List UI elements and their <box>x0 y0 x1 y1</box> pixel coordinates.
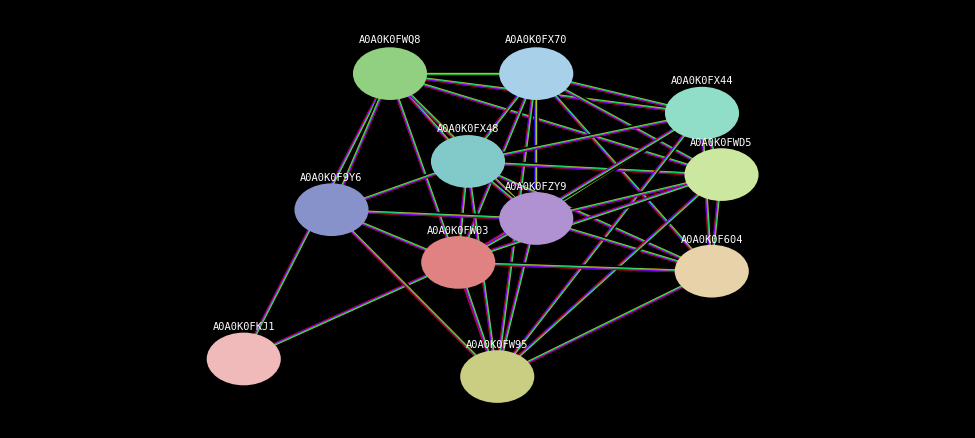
Text: A0A0K0FW03: A0A0K0FW03 <box>427 225 489 235</box>
Ellipse shape <box>665 88 739 140</box>
Ellipse shape <box>675 245 749 298</box>
Ellipse shape <box>431 136 505 188</box>
Ellipse shape <box>499 48 573 101</box>
Ellipse shape <box>460 350 534 403</box>
Ellipse shape <box>294 184 369 237</box>
Ellipse shape <box>684 149 759 201</box>
Text: A0A0K0FX70: A0A0K0FX70 <box>505 35 567 45</box>
Text: A0A0K0F604: A0A0K0F604 <box>681 234 743 244</box>
Ellipse shape <box>421 237 495 289</box>
Ellipse shape <box>353 48 427 101</box>
Text: A0A0K0FZY9: A0A0K0FZY9 <box>505 181 567 191</box>
Text: A0A0K0FWQ8: A0A0K0FWQ8 <box>359 35 421 45</box>
Text: A0A0K0FX48: A0A0K0FX48 <box>437 124 499 134</box>
Ellipse shape <box>499 193 573 245</box>
Text: A0A0K0FWD5: A0A0K0FWD5 <box>690 138 753 148</box>
Ellipse shape <box>207 333 281 385</box>
Text: A0A0K0FKJ1: A0A0K0FKJ1 <box>213 321 275 332</box>
Text: A0A0K0F9Y6: A0A0K0F9Y6 <box>300 173 363 183</box>
Text: A0A0K0FX44: A0A0K0FX44 <box>671 75 733 85</box>
Text: A0A0K0FW95: A0A0K0FW95 <box>466 339 528 349</box>
